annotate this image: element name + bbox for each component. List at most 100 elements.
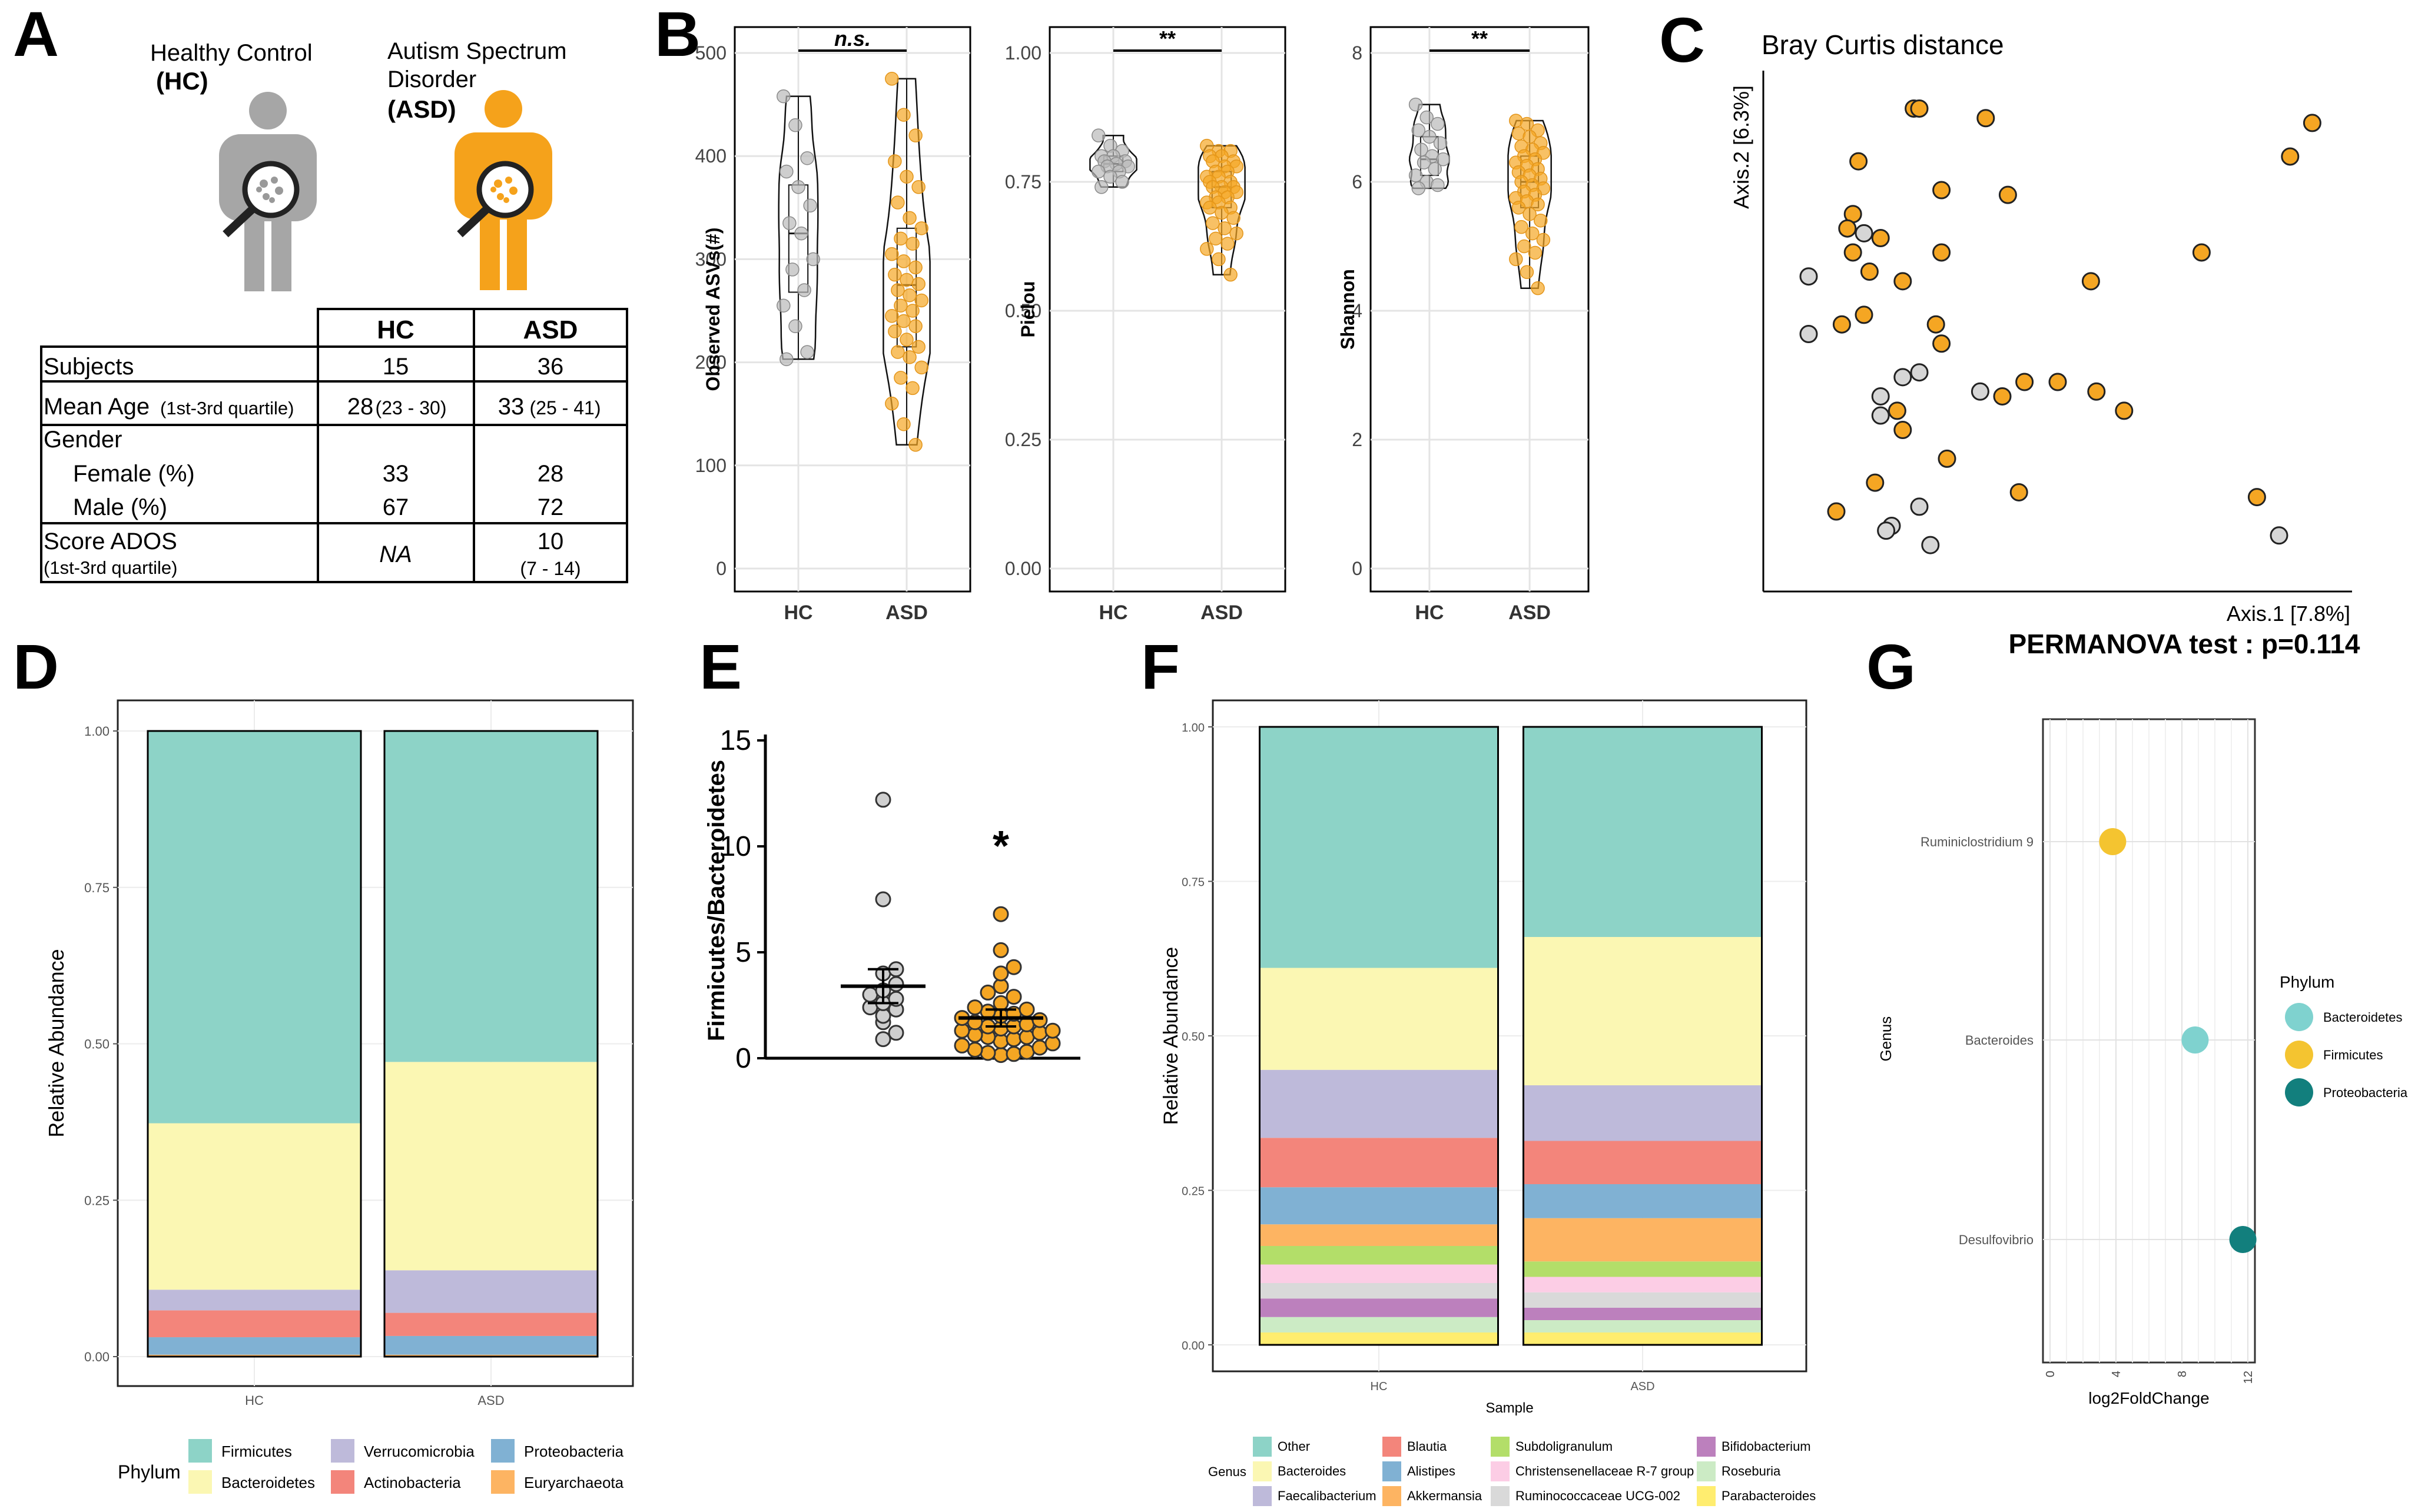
x-tick-label: HC <box>784 602 812 624</box>
scatter-point-hc <box>1921 536 1940 554</box>
age-label-sub: (1st-3rd quartile) <box>160 398 294 418</box>
demographics-table <box>40 308 628 583</box>
legend-label: Euryarchaeota <box>524 1474 624 1491</box>
y-tick-label: 0.75 <box>1182 876 1205 889</box>
male-label: Male (%) <box>73 494 167 520</box>
y-tick-label: 0.25 <box>84 1193 110 1208</box>
x-tick-label: ASD <box>1630 1380 1654 1393</box>
bar-segment-subdoligranulum <box>1523 1261 1762 1277</box>
scatter-point-hc <box>1871 387 1890 406</box>
data-point-asd <box>900 333 914 347</box>
scatter-point-asd <box>1938 449 1956 468</box>
data-point-asd <box>894 231 908 246</box>
scatter-point-asd <box>1893 421 1912 439</box>
legend-swatch <box>1253 1461 1272 1481</box>
panel-label-e: E <box>699 631 742 702</box>
bar-segment-roseburia <box>1523 1320 1762 1332</box>
hc-title-line1: Healthy Control <box>150 40 313 66</box>
y-tick-label: 5 <box>735 937 751 968</box>
male-asd: 72 <box>538 494 564 520</box>
age-hc: 28 <box>347 394 374 420</box>
legend-label: Blautia <box>1407 1439 1447 1454</box>
legend-label: Other <box>1278 1439 1310 1454</box>
bar-segment-alistipes <box>1523 1184 1762 1218</box>
y-tick-label: 2 <box>1352 429 1362 450</box>
data-point-hc <box>1422 129 1437 144</box>
significance-label: ** <box>1471 26 1488 51</box>
panel-label-a: A <box>13 0 59 69</box>
scatter-point-asd <box>1932 181 1951 200</box>
scatter-point-asd <box>1910 99 1929 118</box>
ados-asd: 10 <box>538 529 564 554</box>
data-point-asd <box>900 170 914 184</box>
legend-label: Roseburia <box>1722 1464 1781 1478</box>
data-point-hc <box>1092 128 1106 142</box>
y-tick-label: 0 <box>716 558 727 579</box>
y-tick-label: 0.00 <box>1005 558 1041 579</box>
scatter-point-asd <box>2281 147 2300 166</box>
y-tick-label: 0.25 <box>1182 1185 1205 1198</box>
data-point-asd <box>1229 226 1243 241</box>
legend-swatch <box>1697 1486 1716 1506</box>
scatter-point-asd <box>1893 272 1912 291</box>
data-point-asd <box>888 154 902 168</box>
legend-title: Genus <box>1208 1464 1246 1479</box>
data-point-asd <box>914 221 928 235</box>
table-header-asd: ASD <box>523 315 578 344</box>
data-point-asd <box>914 360 928 375</box>
data-point-asd <box>885 72 899 86</box>
y-axis-title: Relative Abundance <box>1160 947 1182 1125</box>
legend-swatch <box>1697 1437 1716 1457</box>
legend-label: Firmicutes <box>2323 1048 2383 1062</box>
bar-segment-faecalibacterium <box>1259 1069 1498 1138</box>
bar-segment-blautia <box>1259 1138 1498 1188</box>
legend-swatch <box>2285 1003 2313 1031</box>
data-point-asd <box>903 288 917 303</box>
violin-hc <box>1089 134 1137 188</box>
age-label: Mean Age <box>44 394 150 420</box>
x-tick-label: HC <box>245 1393 264 1408</box>
data-point-asd <box>1006 959 1022 975</box>
y-axis-title: Relative Abundance <box>44 949 68 1137</box>
data-point-asd <box>885 309 899 323</box>
panel-c-bray-curtis: Bray Curtis distance Axis.2 [6.3%] Axis.1 … <box>1729 29 2360 659</box>
bar-segment-verrucomicrobia <box>148 1290 361 1311</box>
legend-label: Bifidobacterium <box>1722 1439 1811 1454</box>
y-tick-label: 0.75 <box>1005 171 1041 192</box>
asd-title-line2: Disorder <box>387 67 476 92</box>
legend-title: Phylum <box>2280 973 2334 991</box>
data-point-hc <box>1419 110 1434 125</box>
female-label: Female (%) <box>73 461 195 487</box>
legend-title: Phylum <box>118 1461 181 1483</box>
x-tick-label: 4 <box>2110 1371 2123 1377</box>
data-point-asd <box>888 267 902 282</box>
data-point-hc <box>777 298 791 313</box>
legend-label: Alistipes <box>1407 1464 1455 1478</box>
y-tick-label: 4 <box>1352 300 1362 321</box>
bar-segment-actinobacteria <box>384 1312 598 1336</box>
data-point-asd <box>1006 1046 1022 1062</box>
x-tick-label: ASD <box>1508 602 1551 624</box>
y-tick-label: 0.75 <box>84 880 110 895</box>
data-point-asd <box>1019 1001 1035 1018</box>
scatter-point-asd <box>2247 488 2266 507</box>
data-point-hc <box>794 226 808 241</box>
data-point-hc <box>1408 168 1423 182</box>
hc-title-line2: (HC) <box>156 67 208 95</box>
bar-segment-proteobacteria <box>384 1335 598 1355</box>
scatter-point-hc <box>1799 325 1818 343</box>
data-point-hc <box>1094 180 1109 194</box>
y-tick-label: 300 <box>695 248 727 270</box>
scatter-point-asd <box>2115 401 2134 420</box>
data-point-asd <box>891 283 905 297</box>
bar-segment-bacteroides <box>1523 937 1762 1085</box>
legend-label: Actinobacteria <box>364 1474 461 1491</box>
age-hc-range: (23 - 30) <box>376 397 447 418</box>
y-tick-label: Bacteroides <box>1965 1033 2034 1048</box>
panel-b-pielou: 0.00 0.25 0.50 0.75 1.00 Pielou ** HC ASD <box>1005 26 1286 624</box>
bar-segment-parabacteroides <box>1259 1332 1498 1345</box>
legend-swatch <box>188 1439 212 1463</box>
y-tick-label: 1.00 <box>84 724 110 739</box>
legend-label: Bacteroidetes <box>2323 1010 2403 1025</box>
data-point-asd <box>911 340 926 354</box>
